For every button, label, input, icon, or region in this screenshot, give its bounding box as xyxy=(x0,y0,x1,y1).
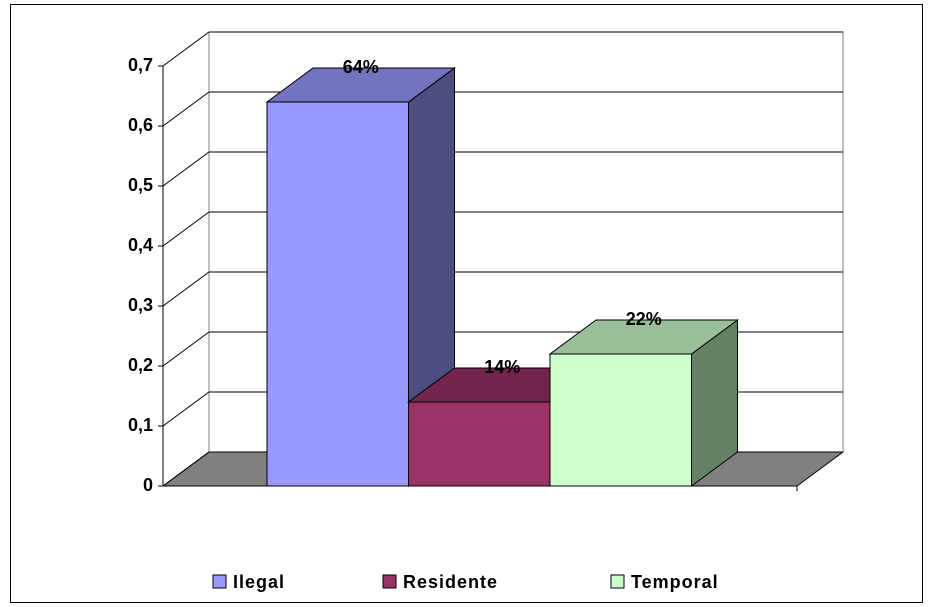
bar xyxy=(408,401,551,487)
y-tick-label: 0,5 xyxy=(128,175,153,195)
data-label: 14% xyxy=(484,357,520,377)
grid-line xyxy=(162,91,210,127)
data-label: 22% xyxy=(626,309,662,329)
legend-label: Ilegal xyxy=(233,572,285,592)
y-tick-label: 0,1 xyxy=(128,415,153,435)
y-tick-label: 0 xyxy=(143,475,153,495)
legend-swatch xyxy=(382,574,397,589)
grid-line xyxy=(162,451,210,487)
y-tick-label: 0,6 xyxy=(128,115,153,135)
grid-line xyxy=(162,211,210,247)
y-tick-label: 0,4 xyxy=(128,235,153,255)
legend-swatch xyxy=(212,574,227,589)
y-tick-label: 0,3 xyxy=(128,295,153,315)
bar xyxy=(549,353,692,487)
grid-line xyxy=(162,151,210,187)
legend-swatch xyxy=(610,574,625,589)
legend-label: Residente xyxy=(403,572,498,592)
grid-line xyxy=(162,271,210,307)
legend-label: Temporal xyxy=(631,572,719,592)
y-tick-label: 0,7 xyxy=(128,55,153,75)
grid-line xyxy=(162,331,210,367)
data-label: 64% xyxy=(343,57,379,77)
grid-line xyxy=(162,31,210,67)
y-tick-label: 0,2 xyxy=(128,355,153,375)
grid-line xyxy=(162,391,210,427)
bar xyxy=(266,101,409,487)
